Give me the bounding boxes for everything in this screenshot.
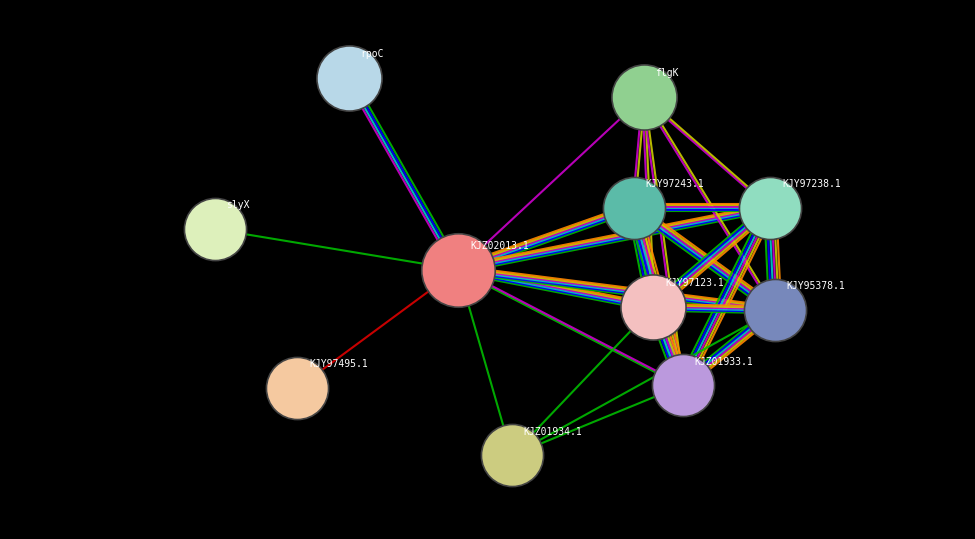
Point [645,303,661,312]
Text: KJY95378.1: KJY95378.1 [787,281,845,291]
Point [762,203,778,212]
Text: KJY97243.1: KJY97243.1 [645,178,704,189]
Point [207,225,222,233]
Point [290,384,305,392]
Point [636,93,651,101]
Point [675,381,690,390]
Point [626,203,642,212]
Point [767,306,783,314]
Point [341,74,357,82]
Text: slyX: slyX [226,200,250,210]
Point [504,451,520,460]
Text: KJZ01934.1: KJZ01934.1 [524,426,582,437]
Text: KJZ01933.1: KJZ01933.1 [694,356,753,367]
Text: KJY97238.1: KJY97238.1 [782,178,840,189]
Text: rpoC: rpoC [361,49,384,59]
Text: KJY97123.1: KJY97123.1 [665,278,723,288]
Text: KJY97495.1: KJY97495.1 [309,359,368,369]
Text: flgK: flgK [655,68,679,78]
Text: KJZ02013.1: KJZ02013.1 [470,240,528,251]
Point [450,265,466,274]
